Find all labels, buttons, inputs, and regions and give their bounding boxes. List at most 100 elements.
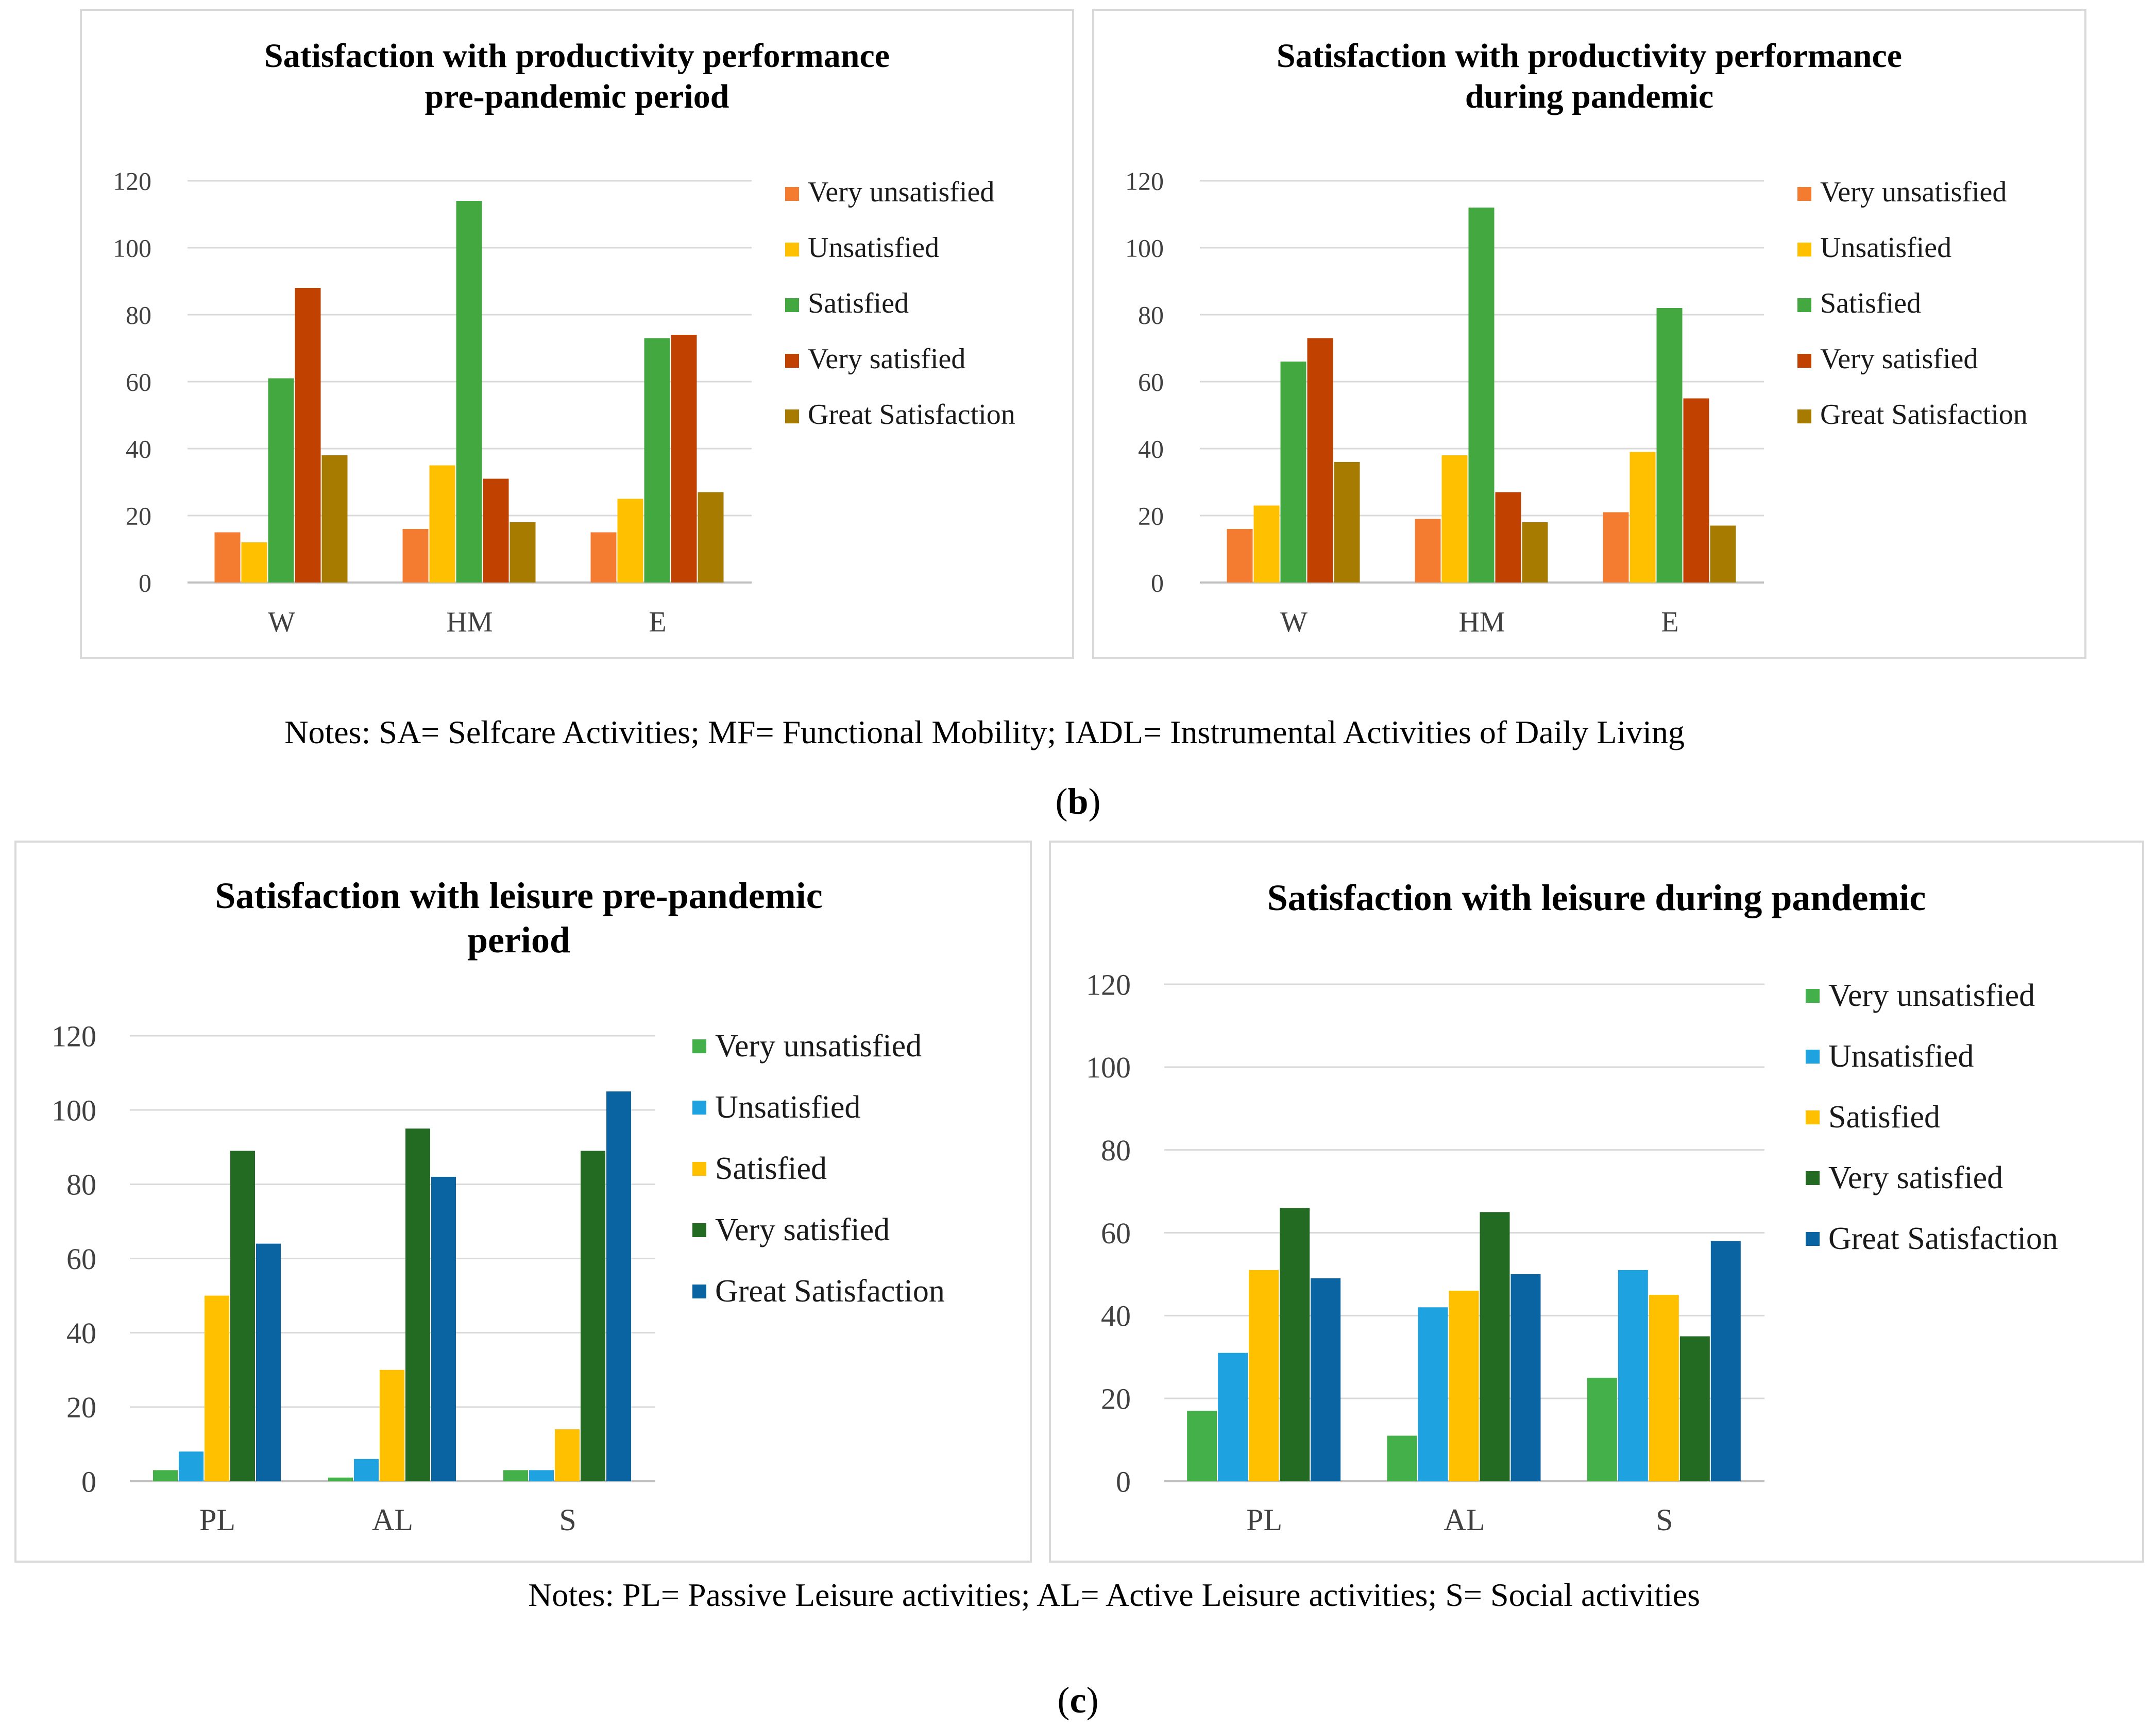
panel-label-c-open: ( [1057,1680,1070,1721]
x-tick-label: S [1656,1503,1673,1537]
y-tick-label: 100 [113,234,151,263]
legend-swatch [785,354,799,368]
legend-swatch [692,1039,706,1053]
bar-al-very-satisfied [405,1128,430,1481]
bar-w-unsatisfied [1253,505,1280,583]
bar-e-satisfied [644,338,670,583]
bar-s-unsatisfied [529,1470,554,1481]
legend-swatch [785,187,799,201]
legend-swatch [692,1285,706,1298]
legend-label: Unsatisfied [1828,1039,1974,1074]
chart-leisure-pre-pandemic: Satisfaction with leisure pre-pandemic p… [14,841,1032,1563]
legend-label: Great Satisfaction [1820,399,2028,431]
bar-e-unsatisfied [1629,452,1656,583]
bar-s-very-satisfied [581,1151,605,1481]
bar-pl-very-unsatisfied [153,1470,178,1481]
legend-label: Very unsatisfied [1828,978,2035,1013]
bar-w-very-satisfied [295,288,321,583]
y-tick-label: 20 [66,1391,96,1424]
bar-e-very-unsatisfied [590,532,617,583]
bar-al-very-satisfied [1480,1212,1510,1481]
bar-e-great-satisfaction [1710,525,1736,583]
panel-label-c-letter: c [1069,1680,1087,1721]
legend-swatch [1797,409,1811,423]
panel-label-b: (b) [0,780,2156,823]
y-tick-label: 120 [113,167,151,196]
y-tick-label: 60 [1138,368,1164,397]
chart-productivity-during-pandemic: Satisfaction with productivity performan… [1092,9,2086,659]
bar-pl-unsatisfied [179,1451,203,1481]
legend-label: Very satisfied [715,1212,890,1247]
x-tick-label: S [559,1503,576,1537]
y-tick-label: 100 [52,1093,96,1127]
legend-swatch [1797,243,1811,256]
bar-s-satisfied [555,1429,580,1481]
y-tick-label: 0 [1151,569,1164,597]
bar-w-satisfied [268,378,294,583]
bar-al-great-satisfaction [1510,1274,1541,1481]
chart-plot-area: 0 20 40 60 80 100 120 PL AL S [52,1019,655,1537]
chart-title: Satisfaction with productivity performan… [1094,36,2084,117]
y-tick-label: 80 [126,301,151,330]
legend-swatch [1806,1110,1820,1124]
bar-pl-great-satisfaction [1311,1278,1341,1481]
bar-al-unsatisfied [354,1459,379,1481]
chart-title-line-2: period [467,919,570,961]
y-tick-label: 40 [126,435,151,464]
bar-hm-satisfied [456,201,482,583]
bar-e-satisfied [1656,308,1683,583]
legend-label: Unsatisfied [808,232,940,264]
legend-label: Very satisfied [1828,1160,2004,1195]
legend-swatch [1806,1232,1820,1246]
y-tick-label: 60 [126,368,151,397]
bar-hm-very-unsatisfied [1415,519,1441,583]
notes-c: Notes: PL= Passive Leisure activities; A… [528,1577,1700,1613]
bar-pl-satisfied [205,1295,229,1481]
y-tick-label: 20 [126,502,151,530]
legend-label: Very unsatisfied [715,1029,922,1064]
bar-e-unsatisfied [617,499,643,583]
legend-swatch [1806,1050,1820,1064]
legend-swatch [692,1223,706,1237]
panel-label-b-open: ( [1055,781,1068,822]
chart-leisure-during-pandemic: Satisfaction with leisure during pandemi… [1049,841,2144,1563]
bar-e-very-satisfied [671,335,697,583]
y-tick-label: 40 [1101,1299,1131,1333]
bar-hm-very-unsatisfied [402,529,429,583]
bar-pl-very-satisfied [230,1151,255,1481]
bar-al-satisfied [380,1369,404,1481]
bar-hm-unsatisfied [429,465,455,583]
bar-pl-very-unsatisfied [1187,1411,1217,1481]
y-tick-label: 40 [1138,435,1164,464]
chart-title: Satisfaction with productivity performan… [82,36,1072,117]
y-tick-label: 80 [1138,301,1164,330]
bar-hm-great-satisfaction [1522,522,1548,583]
chart-title-line-1: Satisfaction with leisure pre-pandemic [215,875,823,916]
y-tick-label: 80 [66,1168,96,1202]
bar-e-very-unsatisfied [1603,512,1629,583]
x-tick-label: AL [372,1503,413,1537]
legend-swatch [1797,354,1811,368]
bar-hm-very-satisfied [483,478,509,583]
bar-al-unsatisfied [1418,1307,1448,1481]
legend-label: Satisfied [808,287,909,319]
bar-hm-very-satisfied [1495,492,1521,583]
chart-productivity-pre-pandemic: Satisfaction with productivity performan… [80,9,1074,659]
legend-swatch [785,298,799,312]
chart-title-line-1: Satisfaction with productivity performan… [1276,37,1903,75]
bar-w-great-satisfaction [321,455,348,583]
legend-label: Very satisfied [1820,343,1978,375]
legend-label: Unsatisfied [715,1090,861,1125]
x-tick-label: W [1280,606,1308,638]
y-tick-label: 20 [1101,1382,1131,1415]
notes-b: Notes: SA= Selfcare Activities; MF= Func… [284,714,1685,750]
x-tick-label: W [268,606,295,638]
bar-w-very-unsatisfied [214,532,241,583]
chart-title-line-1: Satisfaction with leisure during pandemi… [1267,877,1926,918]
x-tick-label: AL [1444,1503,1485,1537]
y-tick-label: 100 [1086,1051,1131,1084]
legend-swatch [1797,187,1811,201]
bar-s-very-unsatisfied [1587,1377,1617,1481]
bar-al-great-satisfaction [431,1176,456,1481]
bar-w-great-satisfaction [1334,462,1360,583]
